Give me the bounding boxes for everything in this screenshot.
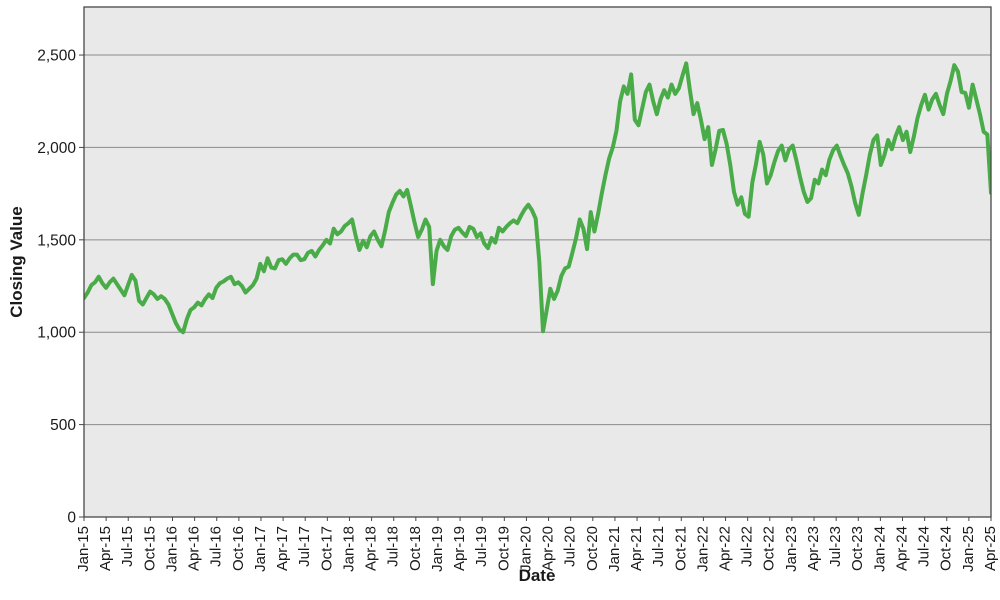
plot-border bbox=[83, 6, 992, 518]
x-axis-title: Date bbox=[519, 566, 556, 585]
x-tick-label: Jan-21 bbox=[606, 526, 623, 572]
x-tick-label: Jan-25 bbox=[960, 526, 977, 572]
x-tick-label: Oct-19 bbox=[495, 526, 512, 571]
x-tick-label: Jul-20 bbox=[562, 526, 579, 567]
x-tick-label: Jan-18 bbox=[340, 526, 357, 572]
x-tick-label: Jan-20 bbox=[517, 526, 534, 572]
x-tick-label: Oct-23 bbox=[849, 526, 866, 571]
x-tick-label: Oct-24 bbox=[938, 526, 955, 571]
y-tick-label: 0 bbox=[67, 510, 76, 527]
x-tick-label: Jul-19 bbox=[473, 526, 490, 567]
x-tick-label: Jul-22 bbox=[739, 526, 756, 567]
x-tick-label: Jan-24 bbox=[871, 526, 888, 572]
x-tick-label: Apr-25 bbox=[982, 526, 999, 571]
y-tick-label: 1,500 bbox=[37, 232, 76, 249]
y-tick-label: 500 bbox=[50, 417, 76, 434]
y-tick-label: 2,500 bbox=[37, 48, 76, 65]
x-tick-label: Apr-23 bbox=[805, 526, 822, 571]
y-tick-label: 2,000 bbox=[37, 140, 76, 157]
x-tick-label: Oct-17 bbox=[318, 526, 335, 571]
x-tick-label: Jul-16 bbox=[208, 526, 225, 567]
closing-value-series-line bbox=[84, 61, 991, 335]
x-tick-label: Oct-20 bbox=[584, 526, 601, 571]
x-tick-label: Jul-17 bbox=[296, 526, 313, 567]
x-tick-label: Apr-19 bbox=[451, 526, 468, 571]
x-tick-label: Apr-20 bbox=[540, 526, 557, 571]
x-tick-label: Apr-16 bbox=[186, 526, 203, 571]
x-tick-label: Jan-23 bbox=[783, 526, 800, 572]
x-tick-label: Jan-19 bbox=[429, 526, 446, 572]
x-tick-label: Oct-18 bbox=[407, 526, 424, 571]
x-tick-label: Oct-15 bbox=[141, 526, 158, 571]
x-tick-label: Oct-16 bbox=[230, 526, 247, 571]
x-tick-label: Jan-16 bbox=[163, 526, 180, 572]
x-tick-label: Apr-15 bbox=[97, 526, 114, 571]
x-tick-label: Oct-22 bbox=[761, 526, 778, 571]
y-axis-title: Closing Value bbox=[7, 206, 26, 317]
x-tick-label: Oct-21 bbox=[672, 526, 689, 571]
x-tick-label: Apr-21 bbox=[628, 526, 645, 571]
x-tick-label: Jan-22 bbox=[694, 526, 711, 572]
x-tick-label: Jan-15 bbox=[75, 526, 92, 572]
x-tick-label: Jul-21 bbox=[650, 526, 667, 567]
x-tick-label: Apr-24 bbox=[893, 526, 910, 571]
y-tick-label: 1,000 bbox=[37, 325, 76, 342]
x-tick-label: Apr-17 bbox=[274, 526, 291, 571]
plot-area: 0 500 1,000 1,500 2,000 2,500 Jan-15 Apr-15 Jul-… bbox=[37, 6, 999, 572]
x-tick-label: Apr-22 bbox=[717, 526, 734, 571]
x-tick-label: Jul-18 bbox=[385, 526, 402, 567]
x-tick-label: Apr-18 bbox=[363, 526, 380, 571]
x-tick-label: Jul-24 bbox=[916, 526, 933, 567]
x-tick-label: Jul-15 bbox=[119, 526, 136, 567]
x-tick-label: Jul-23 bbox=[827, 526, 844, 567]
x-tick-label: Jan-17 bbox=[252, 526, 269, 572]
